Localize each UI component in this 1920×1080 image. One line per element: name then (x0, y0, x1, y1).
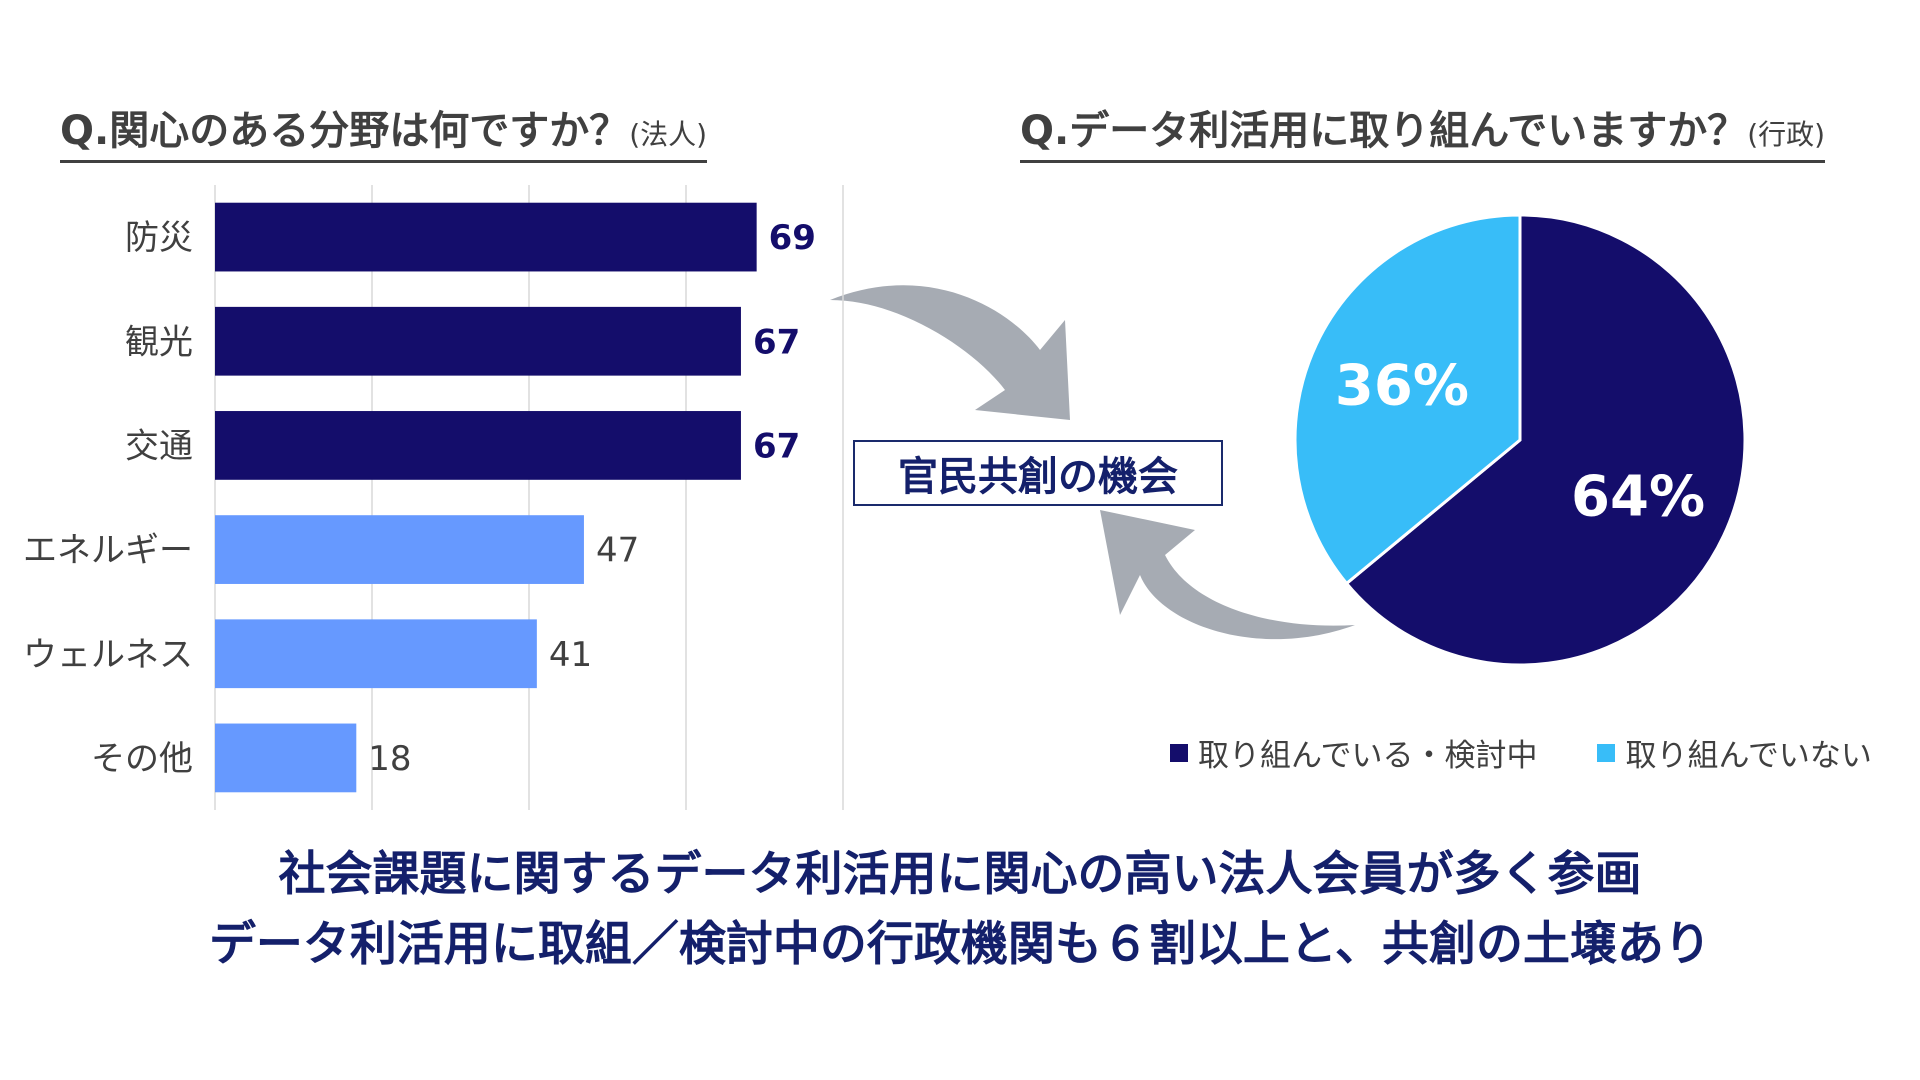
category-label: ウェルネス (23, 635, 193, 675)
conclusion-line-1: 社会課題に関するデータ利活用に関心の高い法人会員が多く参画 (278, 847, 1642, 902)
legend-item-not-engaged: 取り組んでいない (1597, 730, 1872, 775)
legend-item-engaged: 取り組んでいる・検討中 (1170, 730, 1537, 775)
bar-chart: 防災 69 観光 67 交通 67 エネルギー 47 ウェルネス 41 その他 18 (23, 185, 844, 810)
pie-chart: 64% 36% (1293, 213, 1747, 667)
left-question-text: Q.関心のある分野は何ですか？ (60, 108, 630, 154)
pie-slice (1293, 213, 1522, 586)
value-label: 67 (753, 322, 800, 362)
value-label: 67 (753, 426, 800, 466)
legend-label-engaged: 取り組んでいる・検討中 (1198, 738, 1538, 774)
left-question-title: Q.関心のある分野は何ですか？(法人) (60, 98, 708, 163)
value-label: 47 (596, 531, 639, 571)
value-label: 69 (769, 218, 816, 258)
category-label: 交通 (125, 426, 193, 466)
category-label: その他 (91, 739, 193, 779)
legend-label-not-engaged: 取り組んでいない (1625, 738, 1872, 774)
value-label: 18 (368, 739, 411, 779)
legend-swatch-engaged (1170, 743, 1188, 762)
category-label: エネルギー (23, 531, 193, 571)
curved-arrow-down-icon (830, 285, 1070, 420)
right-question-title: Q.データ利活用に取り組んでいますか？(行政) (1020, 98, 1826, 163)
value-label: 41 (549, 635, 592, 675)
bar (215, 411, 741, 480)
right-question-text: Q.データ利活用に取り組んでいますか？ (1020, 108, 1748, 154)
left-question-sub: (法人) (629, 118, 708, 151)
category-label: 観光 (125, 322, 193, 362)
category-label: 防災 (125, 218, 193, 258)
bar (215, 619, 537, 689)
co-creation-label: 官民共創の機会 (898, 454, 1178, 500)
pie-value-label: 36% (1335, 353, 1469, 418)
co-creation-opportunity-box: 官民共創の機会 (853, 440, 1223, 506)
legend-swatch-not-engaged (1597, 743, 1616, 762)
bar (215, 306, 741, 376)
bar (215, 515, 584, 584)
pie-legend: 取り組んでいる・検討中 取り組んでいない (1170, 730, 1872, 775)
conclusion-line-2: データ利活用に取組／検討中の行政機関も６割以上と、共創の土壌あり (208, 917, 1712, 972)
pie-value-label: 64% (1571, 465, 1705, 530)
right-question-sub: (行政) (1747, 118, 1826, 151)
bar (215, 202, 757, 272)
bar (215, 723, 357, 793)
pie-slice (1344, 213, 1747, 667)
curved-arrow-up-left-icon (1100, 510, 1355, 640)
